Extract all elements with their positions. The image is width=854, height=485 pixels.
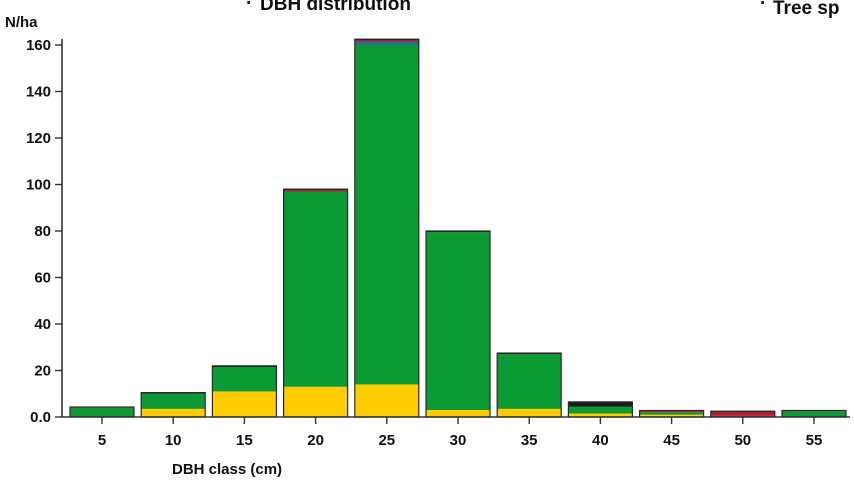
chart-title: · DBH distribution · Tree sp <box>246 0 840 19</box>
y-tick-label-20: 20 <box>34 363 51 380</box>
bar-25 <box>354 38 420 418</box>
y-tick-label-140: 140 <box>26 84 51 101</box>
bar-45 <box>638 409 705 418</box>
x-tick-label-5: 5 <box>98 432 106 449</box>
x-tick-label-55: 55 <box>806 432 823 449</box>
x-tick-label-40: 40 <box>592 432 609 449</box>
y-tick-label-80: 80 <box>34 223 51 240</box>
bar-40-segment-0 <box>568 413 633 417</box>
bar-45-segment-3 <box>639 411 704 413</box>
bar-10-segment-0 <box>141 408 206 417</box>
x-tick-label-10: 10 <box>165 432 182 449</box>
y-ticks-group: 0.0 20 40 60 80 100 120 140 160 <box>26 37 62 426</box>
bar-20 <box>283 188 349 418</box>
bar-15-segment-1 <box>212 367 277 392</box>
bar-30-segment-0 <box>426 410 490 417</box>
bar-35 <box>496 352 562 418</box>
bar-40-segment-1 <box>568 406 633 414</box>
x-tick-label-50: 50 <box>734 432 751 449</box>
x-tick-label-35: 35 <box>521 432 538 449</box>
bar-20-segment-3 <box>283 190 348 192</box>
bar-10 <box>140 391 206 418</box>
bar-50-segment-3 <box>710 412 775 416</box>
bars-group <box>69 38 847 418</box>
y-tick-label-100: 100 <box>26 177 51 194</box>
bar-25-segment-2 <box>354 41 419 45</box>
x-ticks-group: 5 10 15 20 25 30 35 40 45 50 55 <box>98 417 823 449</box>
secondary-title-prefix: · <box>760 0 766 14</box>
y-tick-label-120: 120 <box>26 130 51 147</box>
bar-30-segment-1 <box>426 232 490 411</box>
title-prefix: · <box>246 0 252 14</box>
bar-55-segment-1 <box>782 411 846 417</box>
axes-group <box>61 39 850 418</box>
bar-10-segment-1 <box>141 393 206 409</box>
x-tick-label-15: 15 <box>236 432 253 449</box>
bar-15 <box>211 365 277 418</box>
bar-25-segment-1 <box>354 45 419 385</box>
bar-40 <box>567 401 634 418</box>
x-tick-label-25: 25 <box>378 432 395 449</box>
bar-40-segment-4 <box>568 401 633 407</box>
y-tick-label-40: 40 <box>34 316 51 333</box>
bar-55 <box>781 409 847 418</box>
chart-title-text: DBH distribution <box>260 0 411 15</box>
bar-35-segment-0 <box>497 408 562 417</box>
bar-5 <box>69 406 135 418</box>
y-tick-label-60: 60 <box>34 270 51 287</box>
bar-25-segment-0 <box>354 384 419 417</box>
bar-30 <box>425 230 491 418</box>
bar-20-segment-1 <box>283 191 348 387</box>
bar-5-segment-1 <box>70 407 134 417</box>
bar-15-segment-0 <box>212 391 277 417</box>
y-tick-label-160: 160 <box>26 37 51 54</box>
secondary-title-text: Tree sp <box>773 0 840 19</box>
x-tick-label-30: 30 <box>450 432 467 449</box>
bar-45-segment-0 <box>639 414 704 417</box>
bar-45-segment-1 <box>639 412 704 415</box>
bar-35-segment-1 <box>497 354 562 409</box>
bar-25-segment-3 <box>354 40 419 42</box>
x-tick-label-45: 45 <box>663 432 680 449</box>
y-tick-label-0: 0.0 <box>30 409 51 426</box>
x-tick-label-20: 20 <box>307 432 324 449</box>
bar-50 <box>710 410 776 418</box>
y-axis-label: N/ha <box>5 14 38 31</box>
bar-20-segment-0 <box>283 386 348 417</box>
x-axis-label: DBH class (cm) <box>172 461 282 478</box>
